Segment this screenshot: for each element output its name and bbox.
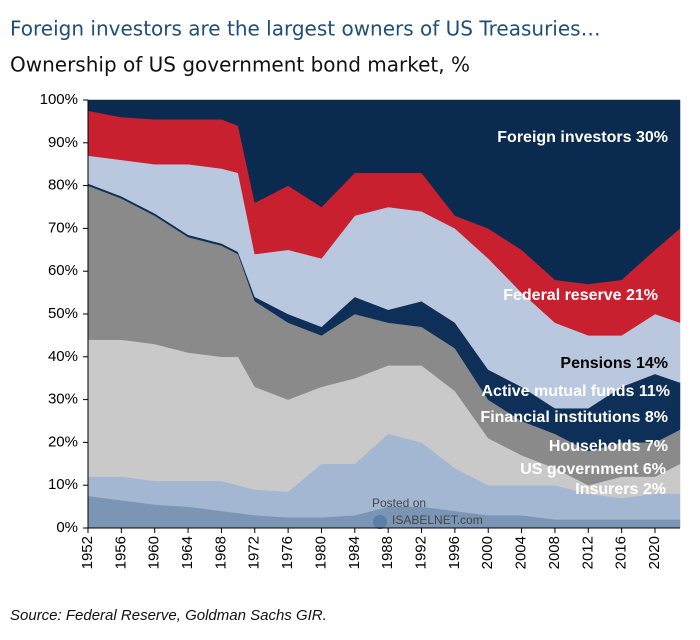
y-tick-label: 10%: [48, 476, 78, 493]
y-tick-label: 90%: [48, 134, 78, 151]
watermark: Posted on: [372, 496, 426, 510]
y-tick-label: 0%: [56, 519, 78, 536]
x-tick-label: 2008: [546, 536, 563, 569]
source-note: Source: Federal Reserve, Goldman Sachs G…: [10, 607, 327, 624]
plot-area: [87, 99, 681, 529]
y-tick-label: 50%: [48, 305, 78, 322]
x-tick-label: 1988: [379, 536, 396, 569]
series-label: Federal reserve 21%: [503, 287, 658, 304]
y-tick-label: 20%: [48, 433, 78, 450]
series-label: US government 6%: [520, 461, 666, 478]
x-tick-label: 1996: [446, 536, 463, 569]
series-label: Active mutual funds 11%: [482, 383, 671, 400]
y-tick-label: 80%: [48, 177, 78, 194]
series-label: Households 7%: [549, 438, 668, 455]
x-tick-label: 1960: [146, 536, 163, 569]
watermark: ISABELNET.com: [392, 513, 483, 527]
series-label: Pensions 14%: [560, 355, 668, 372]
series-label: Insurers 2%: [575, 481, 666, 498]
x-tick-label: 1980: [312, 536, 329, 569]
x-tick-label: 1984: [346, 536, 363, 569]
x-tick-label: 2012: [579, 536, 596, 569]
y-tick-label: 70%: [48, 219, 78, 236]
y-tick-label: 30%: [48, 391, 78, 408]
x-tick-label: 1992: [412, 536, 429, 569]
x-tick-label: 1952: [79, 536, 96, 569]
chart-title: Foreign investors are the largest owners…: [10, 17, 601, 41]
y-tick-label: 60%: [48, 262, 78, 279]
watermark-logo: [373, 515, 387, 529]
y-tick-label: 40%: [48, 348, 78, 365]
x-tick-label: 2020: [646, 536, 663, 569]
area: [87, 99, 681, 285]
x-tick-label: 2016: [613, 536, 630, 569]
x-tick-label: 1964: [179, 536, 196, 569]
x-tick-label: 1972: [246, 536, 263, 569]
series-label: Foreign investors 30%: [497, 129, 668, 146]
x-tick-label: 1976: [279, 536, 296, 569]
y-tick-label: 100%: [40, 91, 78, 108]
x-tick-label: 2000: [479, 536, 496, 569]
x-tick-label: 2004: [513, 536, 530, 569]
series-label: Financial institutions 8%: [480, 409, 668, 426]
chart-subtitle: Ownership of US government bond market, …: [10, 53, 470, 77]
x-tick-label: 1968: [212, 536, 229, 569]
x-tick-label: 1956: [112, 536, 129, 569]
